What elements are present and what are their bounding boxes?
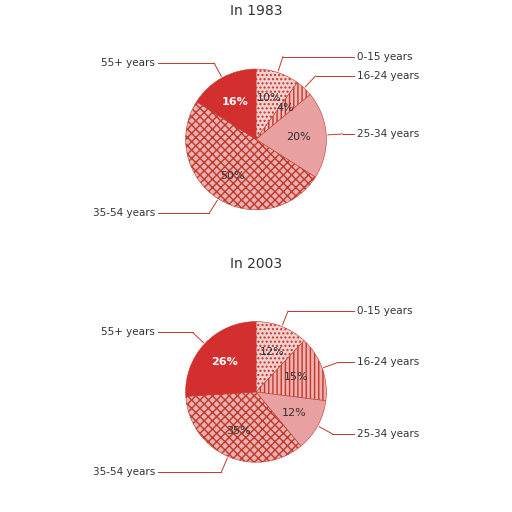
Text: 0-15 years: 0-15 years xyxy=(357,52,413,62)
Wedge shape xyxy=(186,322,256,396)
Text: 12%: 12% xyxy=(260,347,284,357)
Wedge shape xyxy=(256,82,310,139)
Text: 25-34 years: 25-34 years xyxy=(357,429,419,439)
Text: 15%: 15% xyxy=(284,372,309,382)
Title: In 2003: In 2003 xyxy=(230,257,282,271)
Title: In 1983: In 1983 xyxy=(230,4,282,18)
Text: 35-54 years: 35-54 years xyxy=(93,467,155,477)
Text: 12%: 12% xyxy=(282,408,306,418)
Text: 20%: 20% xyxy=(287,132,311,142)
Wedge shape xyxy=(256,95,326,177)
Text: 4%: 4% xyxy=(276,103,294,113)
Text: 25-34 years: 25-34 years xyxy=(357,129,419,139)
Wedge shape xyxy=(256,340,326,401)
Text: 55+ years: 55+ years xyxy=(101,58,155,68)
Wedge shape xyxy=(256,322,304,392)
Text: 50%: 50% xyxy=(221,170,245,181)
Text: 0-15 years: 0-15 years xyxy=(357,306,413,316)
Text: 26%: 26% xyxy=(211,357,238,368)
Text: 35-54 years: 35-54 years xyxy=(93,208,155,218)
Text: 10%: 10% xyxy=(257,94,282,103)
Wedge shape xyxy=(186,102,315,210)
Wedge shape xyxy=(256,69,297,139)
Wedge shape xyxy=(256,392,326,446)
Text: 55+ years: 55+ years xyxy=(101,328,155,337)
Text: 16%: 16% xyxy=(222,97,249,106)
Text: 16-24 years: 16-24 years xyxy=(357,357,419,368)
Wedge shape xyxy=(186,392,301,462)
Text: 35%: 35% xyxy=(227,426,251,436)
Wedge shape xyxy=(197,69,256,139)
Text: 16-24 years: 16-24 years xyxy=(357,71,419,81)
